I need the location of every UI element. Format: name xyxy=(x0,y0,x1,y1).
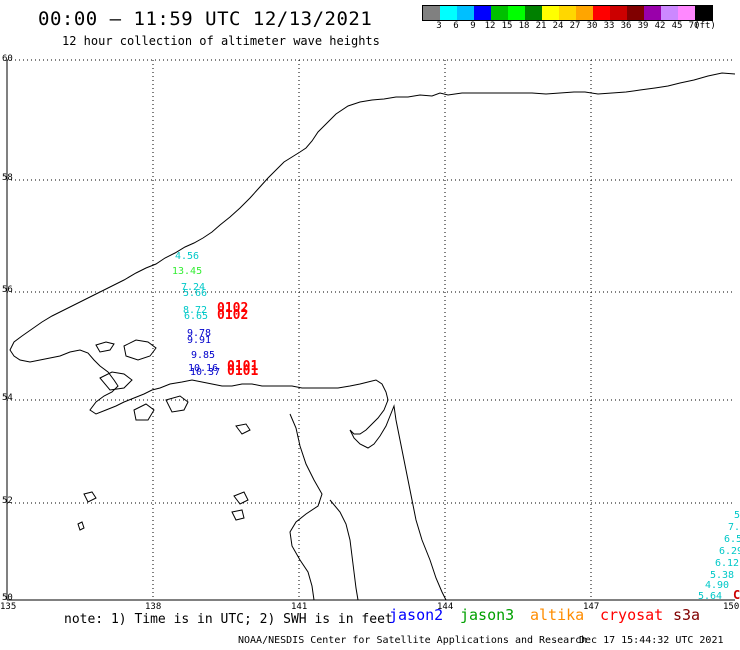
legend-jason3: jason3 xyxy=(460,606,515,624)
lat-label-56: 56 xyxy=(2,285,13,295)
coastline-island-3 xyxy=(99,371,133,391)
observation-label: C xyxy=(733,588,740,602)
scale-label: (ft) xyxy=(694,21,716,31)
observation-label: 5.66 xyxy=(183,288,208,299)
scale-label: 36 xyxy=(620,21,632,31)
observation-label: 5 xyxy=(734,510,740,521)
lon-label-138: 138 xyxy=(145,602,162,612)
coastline-island-5 xyxy=(133,403,155,421)
scale-label: 33 xyxy=(603,21,615,31)
legend-jason2: jason2 xyxy=(389,606,444,624)
page-title: 00:00 – 11:59 UTC 12/13/2021 xyxy=(38,8,373,30)
observation-label: 10.37 xyxy=(190,367,221,378)
observation-label: 6.29 xyxy=(719,546,740,557)
coastline-tatar xyxy=(329,499,359,601)
scale-label: 27 xyxy=(569,21,581,31)
footer-credit: NOAA/NESDIS Center for Satellite Applica… xyxy=(238,635,588,646)
scale-label: 42 xyxy=(654,21,666,31)
observation-label: 13.45 xyxy=(172,266,203,277)
observation-label: 8.72 xyxy=(183,305,208,316)
scale-label: 39 xyxy=(637,21,649,31)
scale-swatch xyxy=(491,6,508,20)
scale-swatch xyxy=(423,6,440,20)
coastline-island-4 xyxy=(165,395,189,413)
coastline-island-9 xyxy=(231,509,245,521)
observation-label: 0102 xyxy=(217,308,249,323)
legend-s3a: s3a xyxy=(673,606,701,624)
legend-cryosat: cryosat xyxy=(600,606,664,624)
scale-label: 21 xyxy=(535,21,547,31)
scale-swatch xyxy=(457,6,474,20)
lon-label-144: 144 xyxy=(437,602,454,612)
scale-label: 30 xyxy=(586,21,598,31)
observation-label: 6.12 xyxy=(715,558,740,569)
coastlines xyxy=(9,72,736,601)
coastline-island-7 xyxy=(83,491,97,503)
page-subtitle: 12 hour collection of altimeter wave hei… xyxy=(62,34,380,48)
observation-label: 6.65 xyxy=(184,311,209,322)
observation-label: 4.56 xyxy=(175,251,200,262)
coastline-island-1 xyxy=(95,341,115,353)
lon-label-147: 147 xyxy=(583,602,600,612)
scale-label: 70 xyxy=(688,21,700,31)
observation-label: 0101 xyxy=(227,364,259,379)
observation-label: 0102 xyxy=(217,301,249,316)
lon-label-150: 150 xyxy=(723,602,740,612)
coastline-island-10 xyxy=(77,521,85,531)
lon-label-141: 141 xyxy=(291,602,308,612)
scale-swatch xyxy=(678,6,695,20)
observation-label: 7. xyxy=(728,522,740,533)
scale-label: 3 xyxy=(436,21,442,31)
lat-label-54: 54 xyxy=(2,393,13,403)
scale-label: 45 xyxy=(671,21,683,31)
coastline-island-8 xyxy=(233,491,249,505)
scale-swatch xyxy=(627,6,644,20)
observation-label: 9.78 xyxy=(187,328,212,339)
legend-altika: altika xyxy=(530,606,585,624)
lat-label-58: 58 xyxy=(2,173,13,183)
scale-swatch xyxy=(644,6,661,20)
scale-label: 9 xyxy=(470,21,476,31)
lat-label-52: 52 xyxy=(2,496,13,506)
scale-label: 12 xyxy=(484,21,496,31)
scale-swatch xyxy=(440,6,457,20)
coastline-island-2 xyxy=(123,339,157,361)
observation-label: 4.90 xyxy=(705,580,730,591)
scale-swatch xyxy=(695,6,712,20)
scale-swatch xyxy=(576,6,593,20)
footer-timestamp: Dec 17 15:44:32 UTC 2021 xyxy=(579,635,724,646)
scale-label: 6 xyxy=(453,21,459,31)
scale-swatch xyxy=(610,6,627,20)
observation-label: 0101 xyxy=(227,359,259,374)
scale-swatch xyxy=(661,6,678,20)
scale-label: 15 xyxy=(501,21,513,31)
lat-lon-grid xyxy=(7,59,735,600)
scale-swatch xyxy=(508,6,525,20)
observation-label: 10.16 xyxy=(188,363,219,374)
scale-swatch xyxy=(525,6,542,20)
units-note: note: 1) Time is in UTC; 2) SWH is in fe… xyxy=(64,612,393,627)
observation-label: 6.5 xyxy=(724,534,740,545)
scale-swatch xyxy=(593,6,610,20)
observation-label: 7.24 xyxy=(181,282,206,293)
scale-swatch xyxy=(474,6,491,20)
observation-label: 9.85 xyxy=(191,350,216,361)
coastline-island-6 xyxy=(235,423,251,435)
lat-label-60: 60 xyxy=(2,54,13,64)
wave-height-color-scale xyxy=(422,5,713,21)
scale-swatch xyxy=(542,6,559,20)
scale-label: 18 xyxy=(518,21,530,31)
lon-label-135: 135 xyxy=(0,602,17,612)
lat-label-50: 50 xyxy=(2,593,13,603)
scale-label: 24 xyxy=(552,21,564,31)
observation-label: 9.91 xyxy=(187,335,212,346)
scale-swatch xyxy=(559,6,576,20)
observation-label: 5.38 xyxy=(710,570,735,581)
observation-label: 5.64 xyxy=(698,591,723,602)
coastline-amur xyxy=(289,413,323,601)
coastline-mainland xyxy=(9,72,736,601)
